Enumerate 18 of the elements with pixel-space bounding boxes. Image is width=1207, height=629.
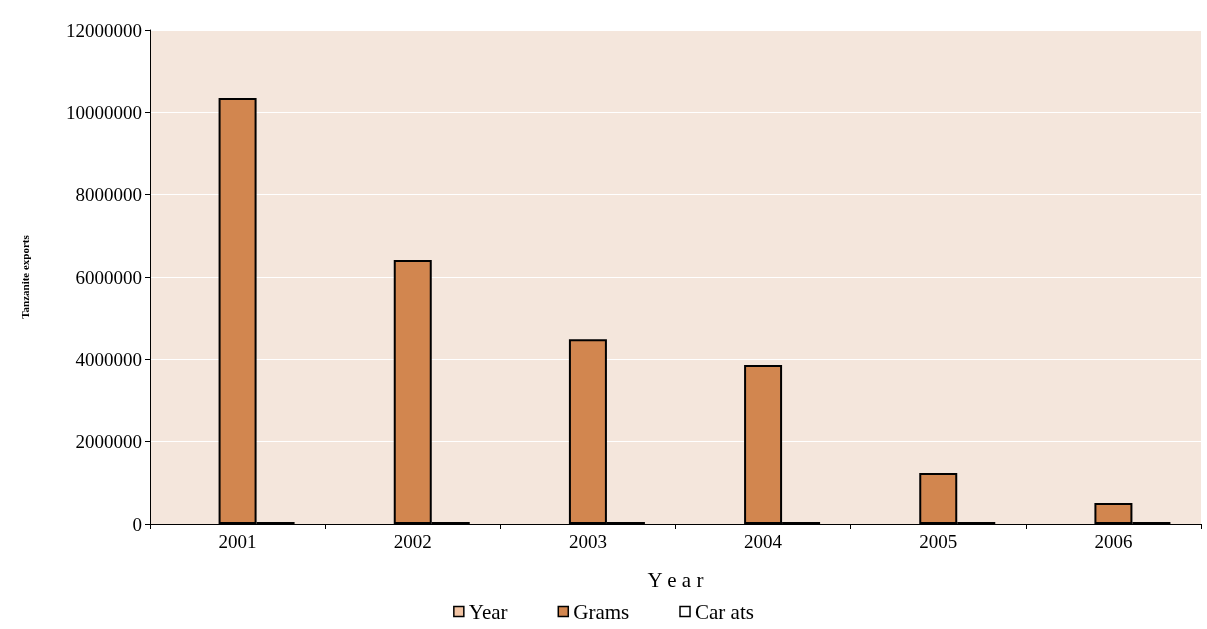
- legend-label: Year: [468, 599, 508, 624]
- y-tick-label: 4000000: [75, 348, 142, 370]
- x-tick-label: 2002: [393, 531, 432, 552]
- x-tick-label: 2005: [919, 531, 958, 552]
- x-axis-title: Y e a r: [647, 567, 704, 592]
- y-tick-label: 6000000: [75, 266, 142, 288]
- y-tick-label: 12000000: [66, 19, 142, 41]
- y-axis-title: Tanzanite exports: [18, 234, 31, 319]
- y-tick-label: 2000000: [75, 431, 142, 453]
- x-tick-label: 2001: [218, 531, 257, 552]
- y-tick-label: 0: [132, 513, 142, 535]
- legend-label: Grams: [573, 599, 630, 624]
- x-tick-label: 2006: [1094, 531, 1133, 552]
- x-tick-label: 2004: [744, 531, 783, 552]
- x-tick-label: 2003: [568, 531, 607, 552]
- y-tick-label: 8000000: [75, 184, 142, 206]
- y-tick-label: 10000000: [66, 101, 142, 123]
- legend-label: Car ats: [695, 599, 754, 624]
